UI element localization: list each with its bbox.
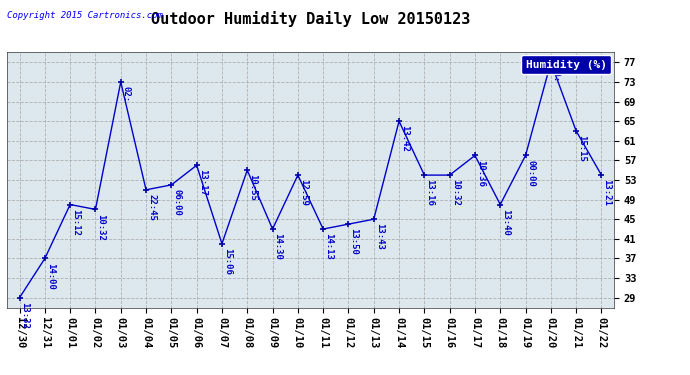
Text: 13:32: 13:32 xyxy=(21,302,30,329)
Text: 02:: 02: xyxy=(122,86,131,102)
Text: 14:00: 14:00 xyxy=(46,262,55,290)
Text: 10:55: 10:55 xyxy=(248,174,257,201)
Legend: Humidity (%): Humidity (%) xyxy=(521,55,611,74)
Text: 10:32: 10:32 xyxy=(451,179,460,206)
Text: Copyright 2015 Cartronics.com: Copyright 2015 Cartronics.com xyxy=(7,11,163,20)
Text: 10:36: 10:36 xyxy=(476,160,485,186)
Text: 15:15: 15:15 xyxy=(578,135,586,162)
Text: 13:50: 13:50 xyxy=(350,228,359,255)
Text: 13:16: 13:16 xyxy=(426,179,435,206)
Text: Outdoor Humidity Daily Low 20150123: Outdoor Humidity Daily Low 20150123 xyxy=(151,11,470,27)
Text: 13:21: 13:21 xyxy=(602,179,611,206)
Text: 22:45: 22:45 xyxy=(147,194,156,221)
Text: 14:30: 14:30 xyxy=(274,233,283,260)
Text: 06:00: 06:00 xyxy=(172,189,181,216)
Text: 00:00: 00:00 xyxy=(526,160,535,186)
Text: 10:32: 10:32 xyxy=(97,214,106,240)
Text: 13:43: 13:43 xyxy=(375,224,384,250)
Text: 13:40: 13:40 xyxy=(502,209,511,236)
Text: 13:17: 13:17 xyxy=(198,170,207,196)
Text: 00:: 00: xyxy=(552,66,561,82)
Text: 14:13: 14:13 xyxy=(324,233,333,260)
Text: 15:12: 15:12 xyxy=(71,209,80,236)
Text: 12:59: 12:59 xyxy=(299,179,308,206)
Text: 13:42: 13:42 xyxy=(400,125,409,152)
Text: 15:06: 15:06 xyxy=(223,248,232,275)
